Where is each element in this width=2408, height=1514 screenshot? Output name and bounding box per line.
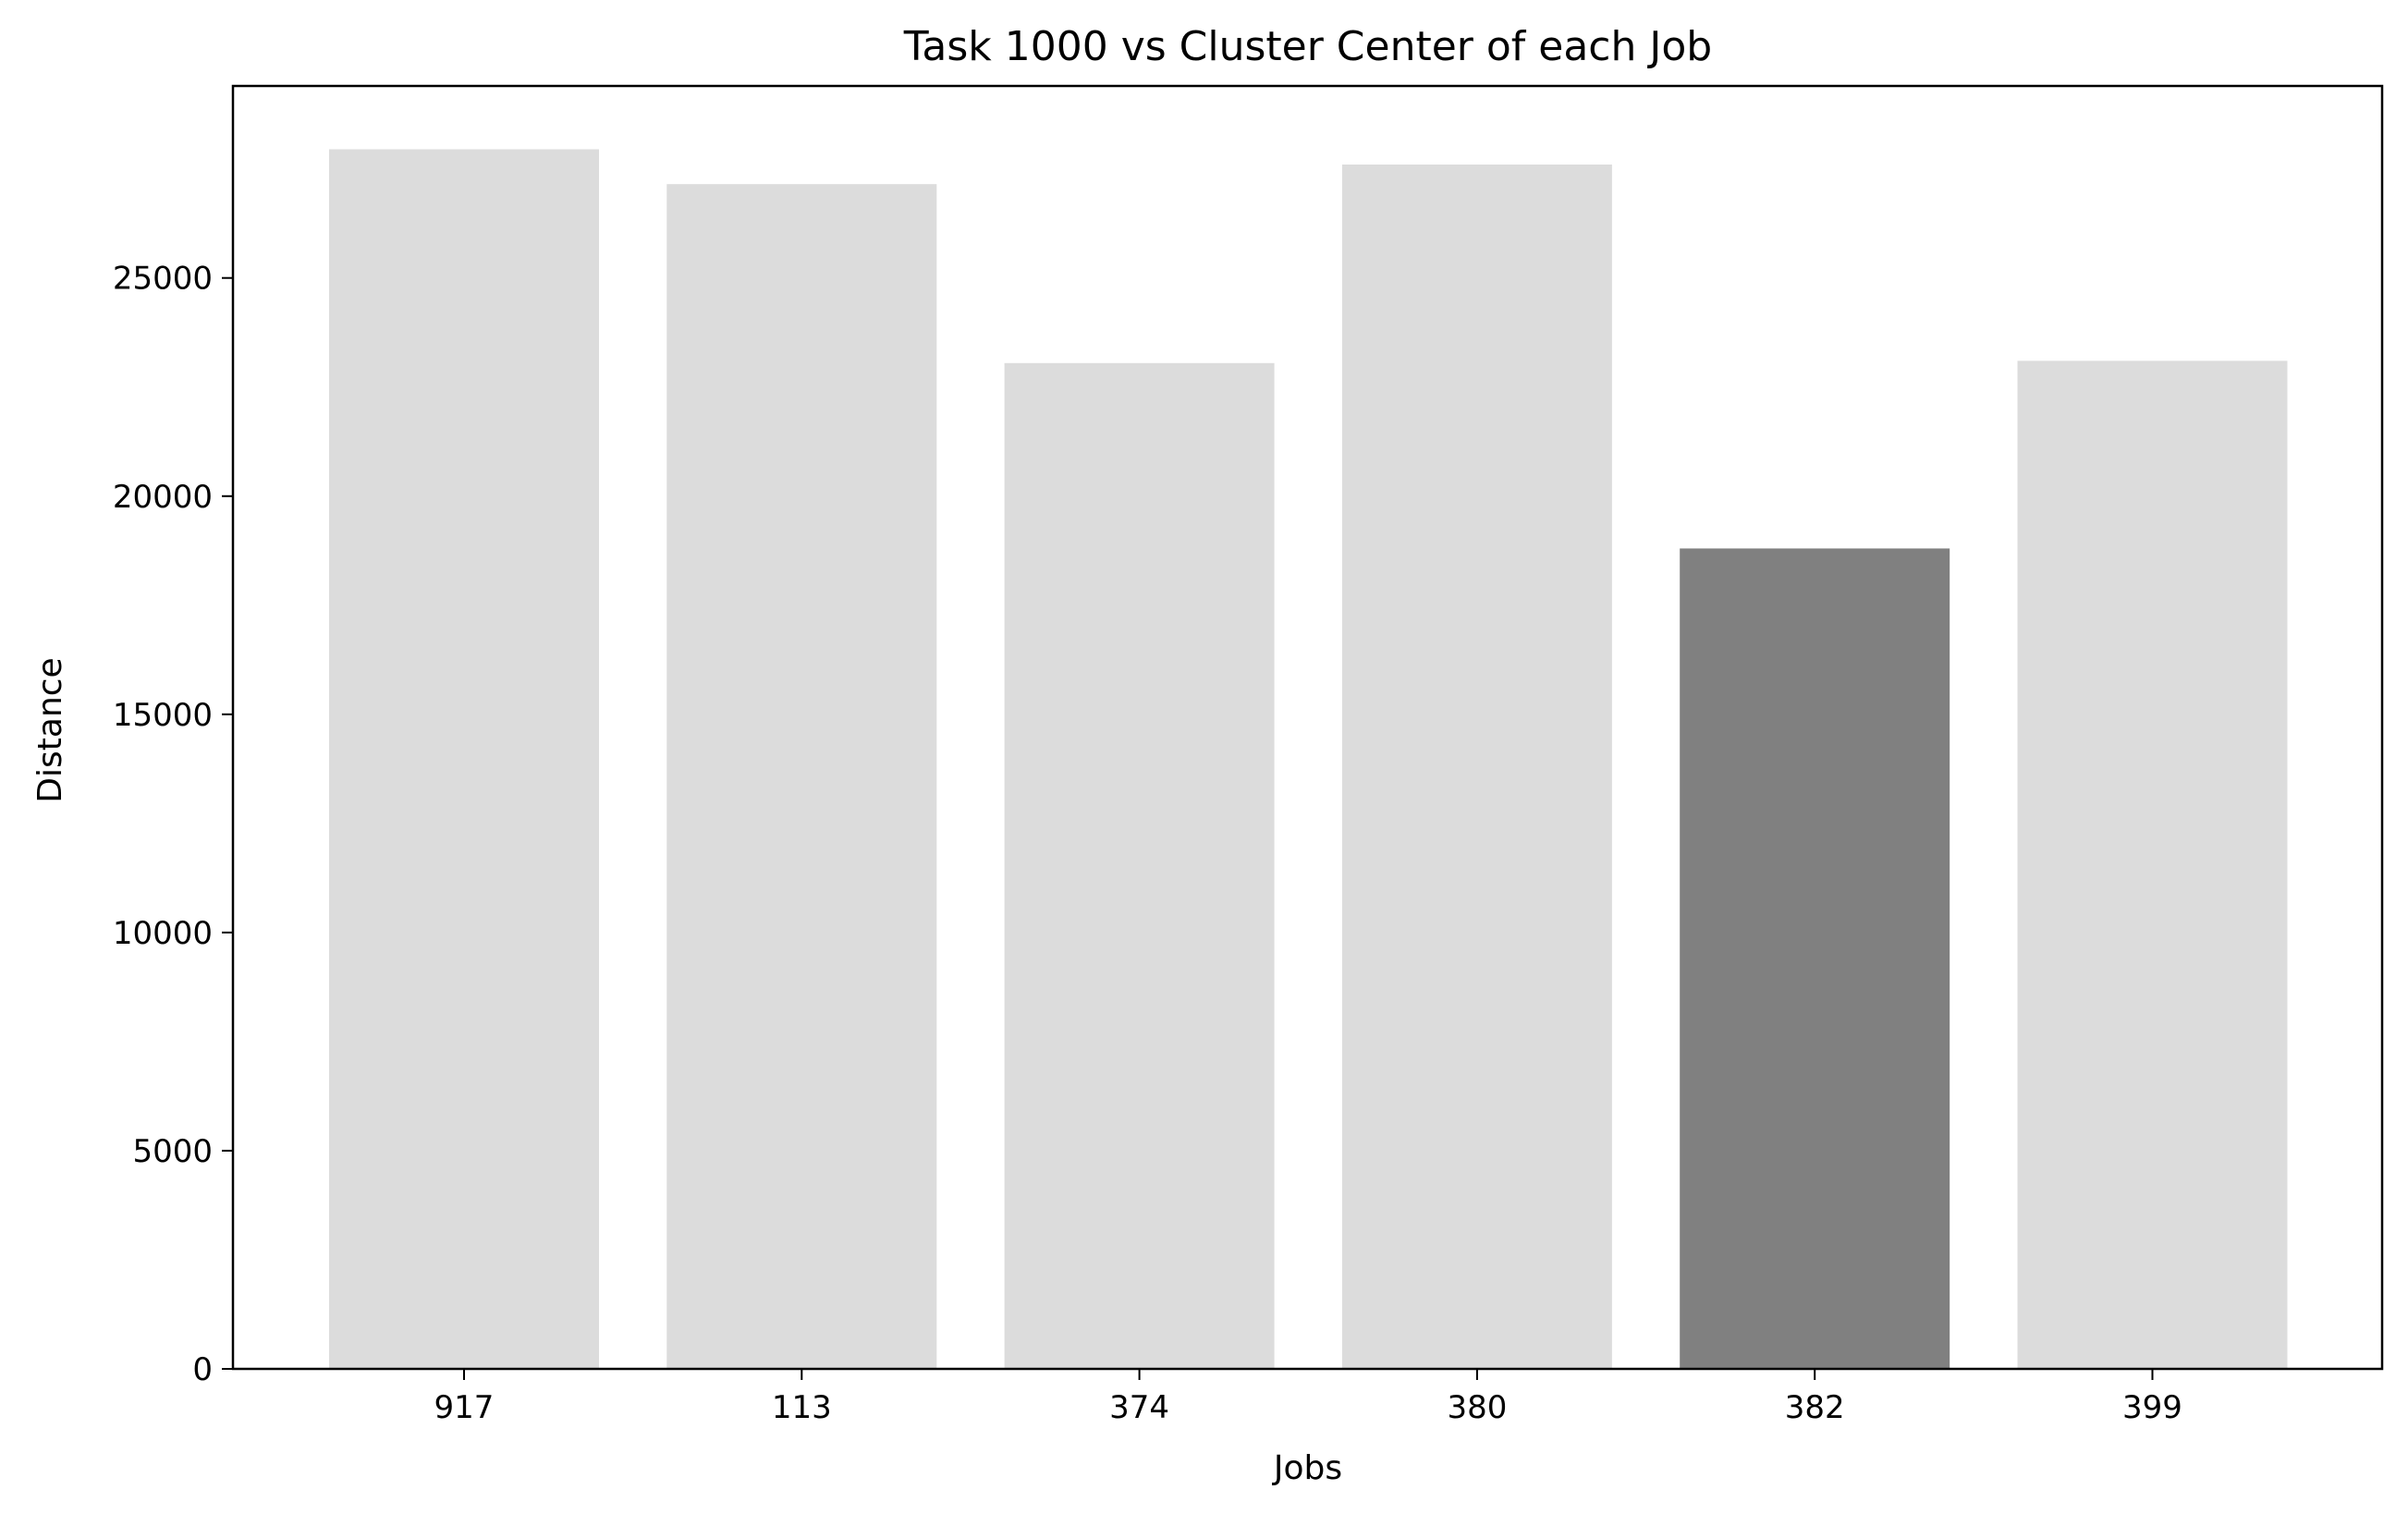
bar-399 (2017, 360, 2288, 1369)
y-axis-label: Distance (31, 657, 69, 802)
y-tick-label: 15000 (113, 697, 213, 734)
bar-374 (1004, 362, 1275, 1369)
bars-layer (329, 149, 2288, 1370)
x-tick-label: 113 (772, 1389, 832, 1426)
chart-title: Task 1000 vs Cluster Center of each Job (903, 23, 1712, 70)
x-tick-label: 917 (434, 1389, 495, 1426)
bar-382 (1680, 548, 1950, 1369)
x-tick-label: 374 (1109, 1389, 1169, 1426)
y-tick-label: 5000 (132, 1133, 213, 1170)
y-tick-label: 0 (192, 1351, 213, 1388)
x-tick-label: 380 (1447, 1389, 1507, 1426)
y-axis-ticks: 0 5000 10000 15000 20000 25000 (113, 261, 233, 1388)
bar-917 (329, 149, 599, 1369)
y-tick-label: 25000 (113, 261, 213, 298)
bar-113 (666, 184, 937, 1370)
x-axis-label: Jobs (1272, 1449, 1342, 1487)
x-axis-ticks: 917 113 374 380 382 399 (434, 1369, 2182, 1426)
bar-380 (1341, 165, 1612, 1369)
y-tick-label: 10000 (113, 915, 213, 952)
plot-frame (231, 84, 2384, 1371)
x-tick-label: 399 (2122, 1389, 2182, 1426)
y-tick-label: 20000 (113, 479, 213, 516)
x-tick-label: 382 (1785, 1389, 1845, 1426)
